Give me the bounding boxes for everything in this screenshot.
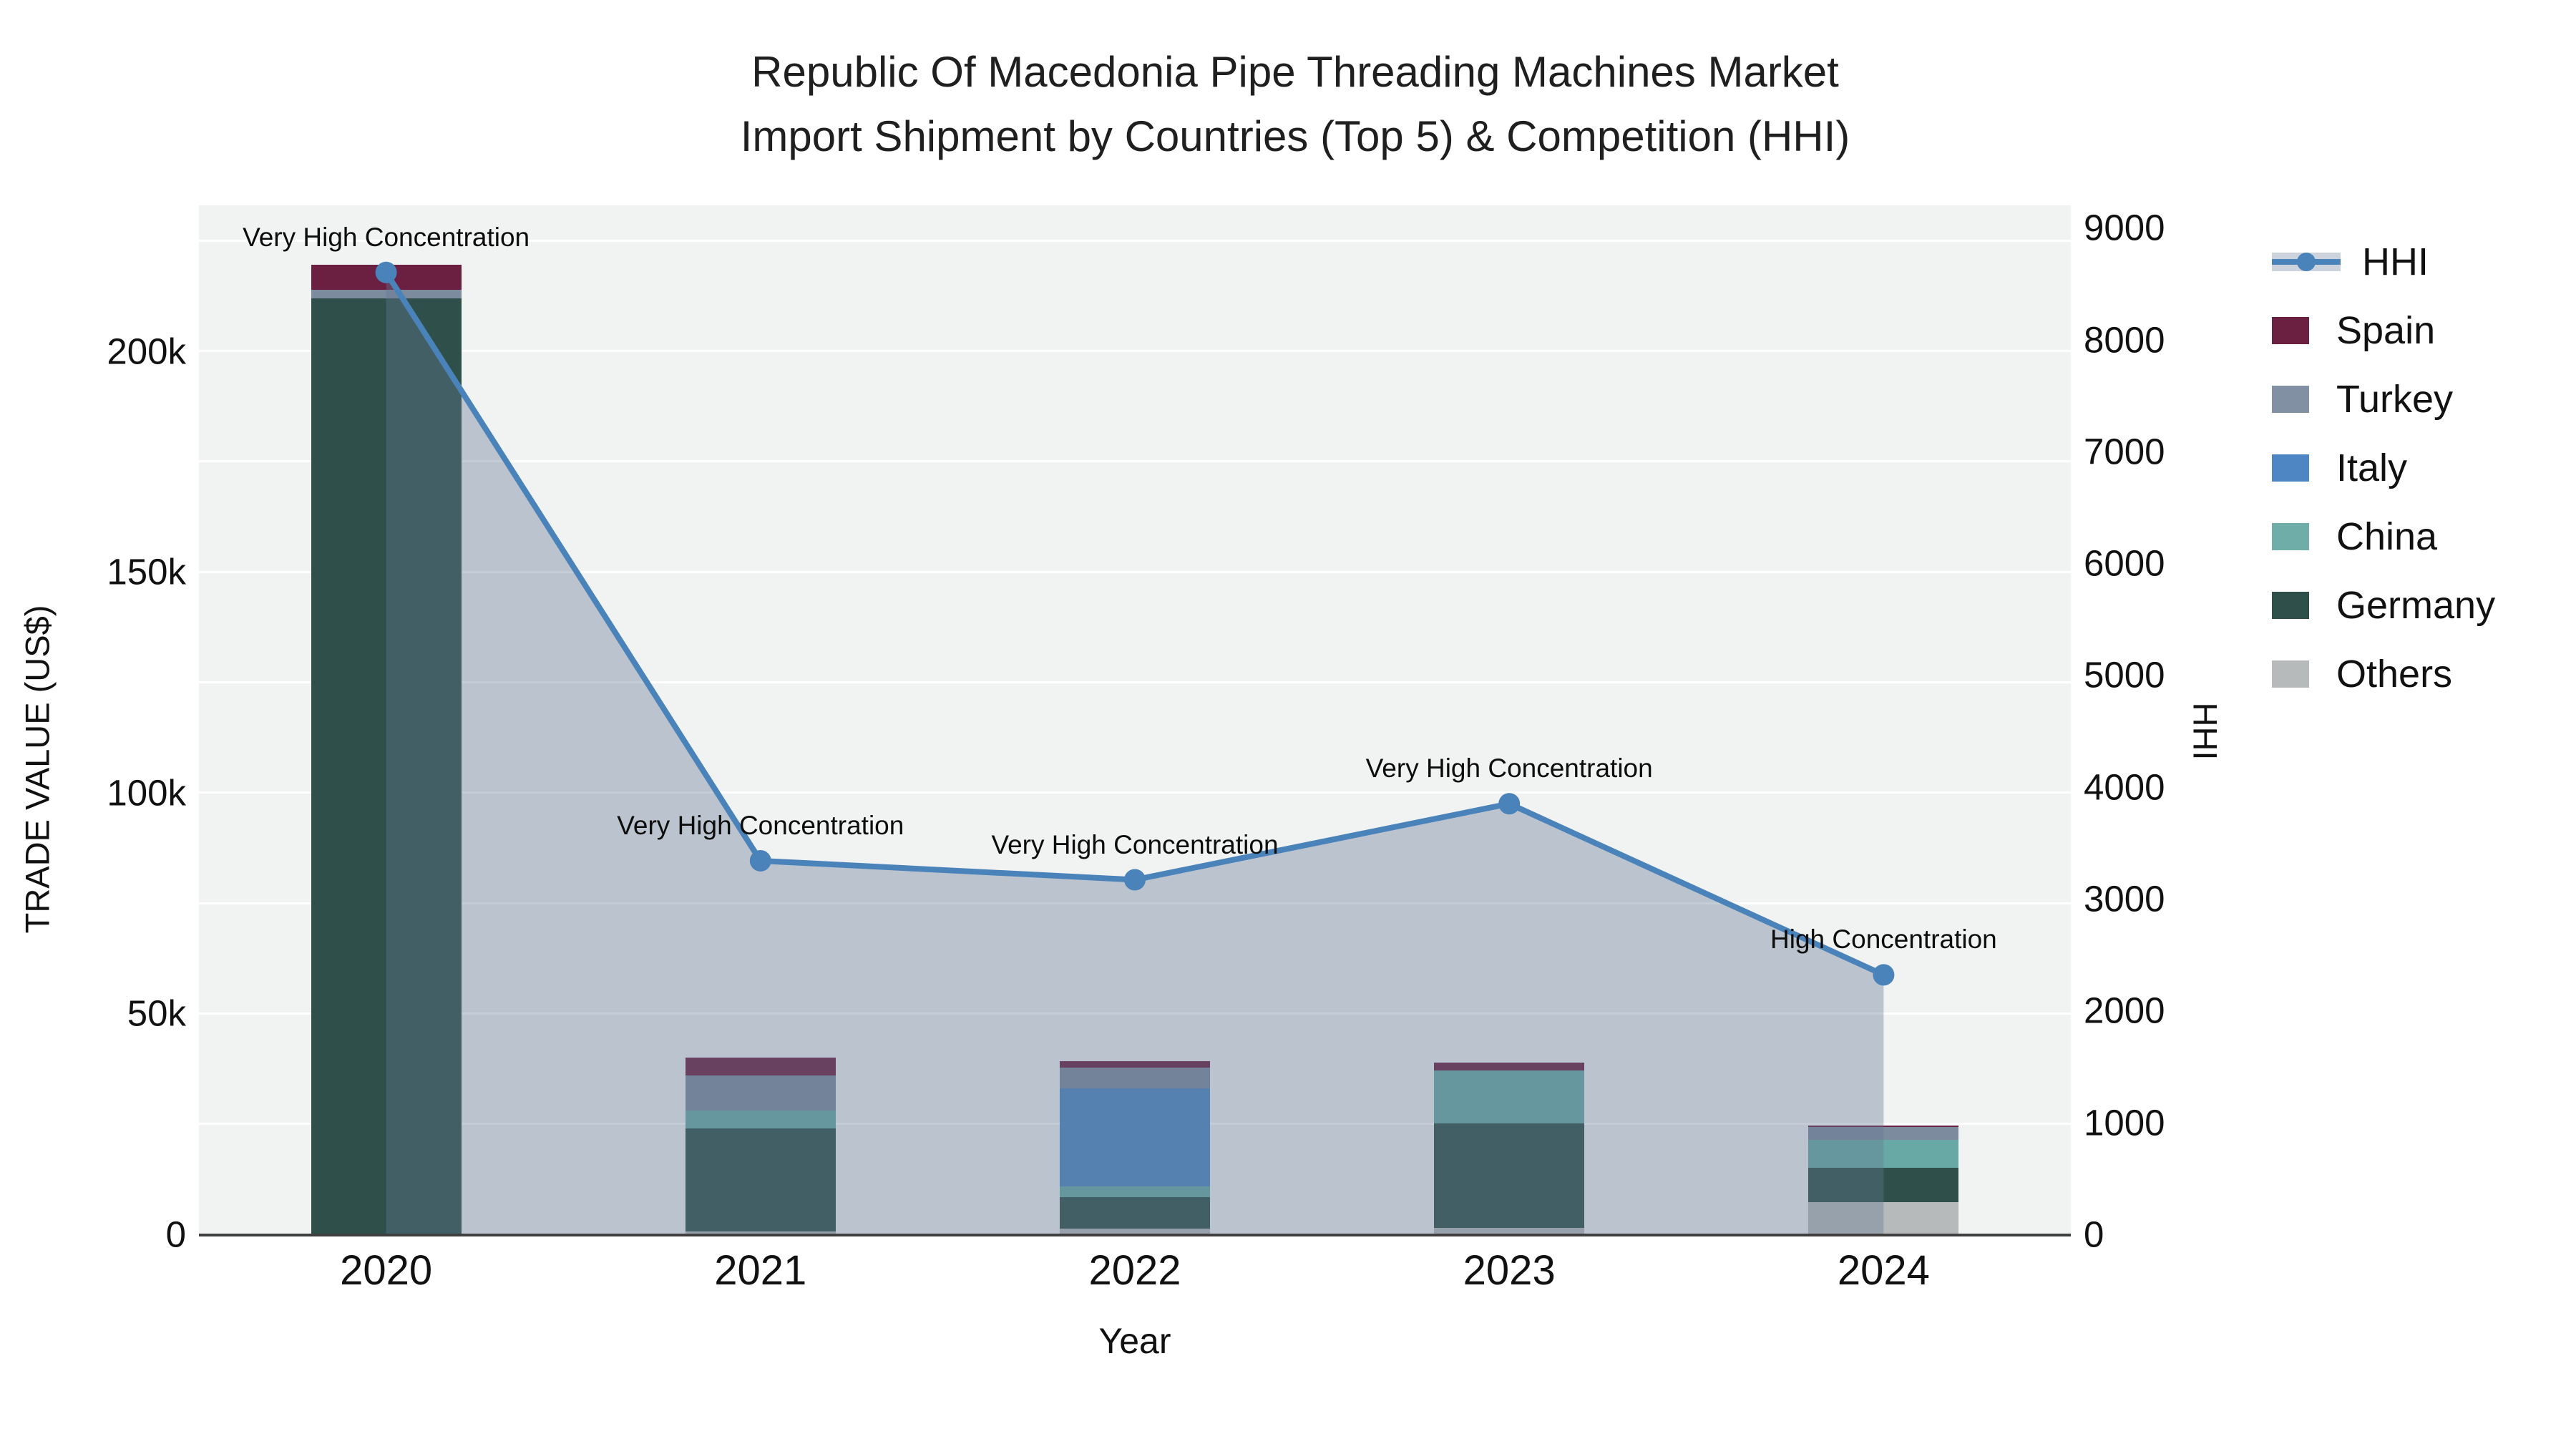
x-tick-2022: 2022 bbox=[1088, 1247, 1181, 1294]
bar-segment-germany-2020[interactable] bbox=[311, 298, 462, 1234]
annotation-2024: High Concentration bbox=[1770, 924, 1997, 955]
hhi-marker-2020[interactable] bbox=[375, 261, 397, 283]
bar-segment-others-2024[interactable] bbox=[1808, 1201, 1959, 1234]
legend-item-hhi[interactable]: HHI bbox=[2272, 228, 2429, 296]
bar-segment-turkey-2021[interactable] bbox=[685, 1075, 836, 1111]
y-left-tick-150k: 150k bbox=[107, 551, 186, 592]
x-tick-2020: 2020 bbox=[340, 1247, 433, 1294]
y-right-tick-7000: 7000 bbox=[2084, 431, 2165, 472]
bar-segment-others-2021[interactable] bbox=[685, 1231, 836, 1234]
x-tick-2023: 2023 bbox=[1463, 1247, 1556, 1294]
legend-item-germany[interactable]: Germany bbox=[2272, 571, 2495, 640]
x-axis-line bbox=[199, 1234, 2071, 1236]
gridline bbox=[199, 791, 2071, 794]
legend-label-spain: Spain bbox=[2336, 309, 2436, 352]
y-right-tick-3000: 3000 bbox=[2084, 878, 2165, 919]
legend-label-others: Others bbox=[2336, 653, 2453, 696]
x-axis-title: Year bbox=[1098, 1321, 1171, 1361]
bar-segment-italy-2022[interactable] bbox=[1060, 1088, 1210, 1186]
hhi-marker-2022[interactable] bbox=[1124, 869, 1146, 891]
bar-segment-china-2023[interactable] bbox=[1434, 1070, 1585, 1124]
bar-segment-turkey-2022[interactable] bbox=[1060, 1067, 1210, 1088]
bar-segment-spain-2024[interactable] bbox=[1808, 1126, 1959, 1128]
annotation-2020: Very High Concentration bbox=[243, 222, 530, 252]
gridline bbox=[199, 350, 2071, 353]
x-tick-2021: 2021 bbox=[714, 1247, 807, 1294]
bar-segment-spain-2023[interactable] bbox=[1434, 1062, 1585, 1071]
y-left-tick-0: 0 bbox=[165, 1214, 186, 1255]
y-axis-right-title: HHI bbox=[2186, 702, 2225, 761]
bar-segment-others-2022[interactable] bbox=[1060, 1228, 1210, 1234]
y-right-tick-1000: 1000 bbox=[2084, 1102, 2165, 1143]
gridline bbox=[199, 681, 2071, 684]
legend-label-hhi: HHI bbox=[2362, 240, 2429, 283]
bar-segment-china-2021[interactable] bbox=[685, 1110, 836, 1129]
y-left-tick-50k: 50k bbox=[127, 992, 186, 1034]
legend-item-china[interactable]: China bbox=[2272, 502, 2437, 571]
bar-segment-germany-2021[interactable] bbox=[685, 1128, 836, 1232]
gridline bbox=[199, 570, 2071, 573]
y-left-tick-100k: 100k bbox=[107, 772, 186, 814]
annotation-2022: Very High Concentration bbox=[991, 829, 1279, 859]
legend-swatch-spain bbox=[2272, 317, 2309, 344]
y-right-tick-2000: 2000 bbox=[2084, 990, 2165, 1031]
x-tick-2024: 2024 bbox=[1837, 1247, 1930, 1294]
y-right-tick-6000: 6000 bbox=[2084, 542, 2165, 584]
legend-hhi-line-icon bbox=[2272, 246, 2341, 278]
y-right-tick-4000: 4000 bbox=[2084, 766, 2165, 808]
gridline bbox=[199, 1012, 2071, 1015]
bar-segment-others-2023[interactable] bbox=[1434, 1227, 1585, 1234]
y-right-tick-9000: 9000 bbox=[2084, 207, 2165, 248]
legend-item-others[interactable]: Others bbox=[2272, 640, 2452, 708]
hhi-marker-2024[interactable] bbox=[1873, 964, 1895, 986]
y-right-tick-0: 0 bbox=[2084, 1214, 2104, 1255]
legend-swatch-germany bbox=[2272, 592, 2309, 619]
bar-segment-turkey-2024[interactable] bbox=[1808, 1127, 1959, 1140]
bar-segment-spain-2022[interactable] bbox=[1060, 1061, 1210, 1068]
gridline bbox=[199, 239, 2071, 242]
bar-segment-china-2024[interactable] bbox=[1808, 1139, 1959, 1168]
bar-segment-china-2022[interactable] bbox=[1060, 1186, 1210, 1198]
bar-segment-germany-2024[interactable] bbox=[1808, 1167, 1959, 1202]
legend-swatch-turkey bbox=[2272, 386, 2309, 413]
legend-label-germany: Germany bbox=[2336, 584, 2496, 627]
gridline bbox=[199, 460, 2071, 463]
bar-segment-germany-2023[interactable] bbox=[1434, 1123, 1585, 1228]
legend-label-turkey: Turkey bbox=[2336, 378, 2454, 421]
legend-item-turkey[interactable]: Turkey bbox=[2272, 365, 2453, 434]
bar-segment-turkey-2020[interactable] bbox=[311, 290, 462, 298]
y-left-tick-200k: 200k bbox=[107, 331, 186, 372]
legend-swatch-others bbox=[2272, 660, 2309, 688]
bar-segment-spain-2021[interactable] bbox=[685, 1058, 836, 1076]
annotation-2021: Very High Concentration bbox=[617, 810, 904, 840]
chart-title-line2: Import Shipment by Countries (Top 5) & C… bbox=[740, 112, 1850, 160]
legend-swatch-italy bbox=[2272, 454, 2309, 482]
y-right-tick-8000: 8000 bbox=[2084, 319, 2165, 361]
y-right-tick-5000: 5000 bbox=[2084, 654, 2165, 696]
hhi-marker-2021[interactable] bbox=[749, 849, 771, 872]
annotation-2023: Very High Concentration bbox=[1365, 753, 1653, 784]
chart-title-line1: Republic Of Macedonia Pipe Threading Mac… bbox=[751, 48, 1839, 96]
legend-label-italy: Italy bbox=[2336, 447, 2408, 489]
legend-label-china: China bbox=[2336, 515, 2438, 558]
legend-swatch-china bbox=[2272, 523, 2309, 550]
y-axis-left-title: TRADE VALUE (US$) bbox=[18, 605, 57, 934]
hhi-marker-2023[interactable] bbox=[1498, 793, 1521, 815]
gridline bbox=[199, 902, 2071, 904]
bar-segment-germany-2022[interactable] bbox=[1060, 1197, 1210, 1229]
legend-item-spain[interactable]: Spain bbox=[2272, 296, 2435, 365]
legend-item-italy[interactable]: Italy bbox=[2272, 434, 2407, 502]
